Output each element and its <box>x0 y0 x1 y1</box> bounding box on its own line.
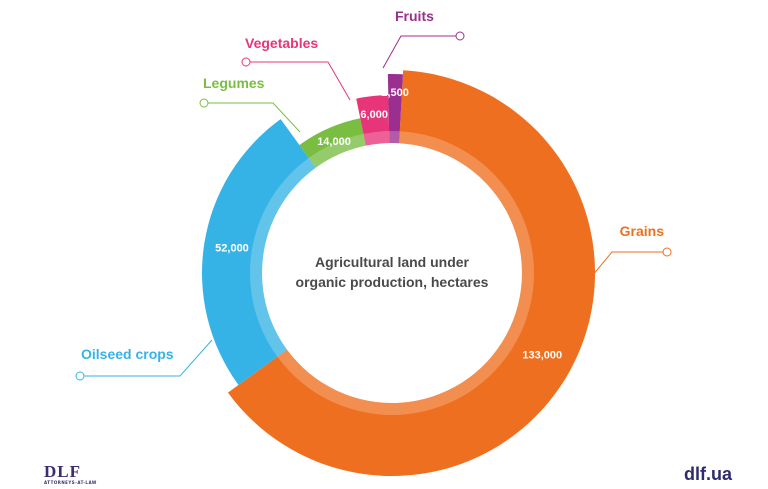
leader-line <box>80 339 213 377</box>
dlf-logo: DLF ATTORNEYS-AT-LAW <box>44 462 97 485</box>
slice-fruits <box>387 74 403 144</box>
value-label: 133,000 <box>522 350 562 362</box>
leader-line <box>246 61 351 101</box>
value-label: 14,000 <box>317 136 351 148</box>
site-link[interactable]: dlf.ua <box>684 464 732 484</box>
leader-line <box>571 251 667 301</box>
slice-oilseed-crops <box>201 119 316 385</box>
category-label: Grains <box>620 223 665 239</box>
category-label: Oilseed crops <box>81 346 174 362</box>
slice-legumes <box>299 118 366 168</box>
leader-dot <box>662 247 672 257</box>
dlf-logo-text: DLF <box>44 462 81 481</box>
value-label: 52,000 <box>215 243 249 255</box>
category-label: Legumes <box>203 75 265 91</box>
slice-vegetables <box>356 95 390 146</box>
value-label: 6,000 <box>360 109 388 121</box>
leader-line <box>382 35 460 69</box>
slice-inner-band <box>363 131 390 146</box>
dlf-logo-subtitle: ATTORNEYS-AT-LAW <box>44 480 97 485</box>
leader-dot <box>199 98 209 108</box>
slice-inner-band <box>389 131 400 144</box>
leader-dot <box>241 57 251 67</box>
category-label: Vegetables <box>245 35 318 51</box>
value-label: 2,500 <box>381 87 409 99</box>
slice-inner-band <box>250 157 316 357</box>
slice-inner-band <box>308 133 366 168</box>
category-label: Fruits <box>395 8 434 24</box>
chart-title-line: Agricultural land under <box>315 254 470 270</box>
slice-grains <box>227 70 595 477</box>
chart-title-line: organic production, hectares <box>296 274 489 290</box>
leader-dot <box>75 371 85 381</box>
leader-dot <box>455 31 465 41</box>
leader-line <box>204 102 301 133</box>
